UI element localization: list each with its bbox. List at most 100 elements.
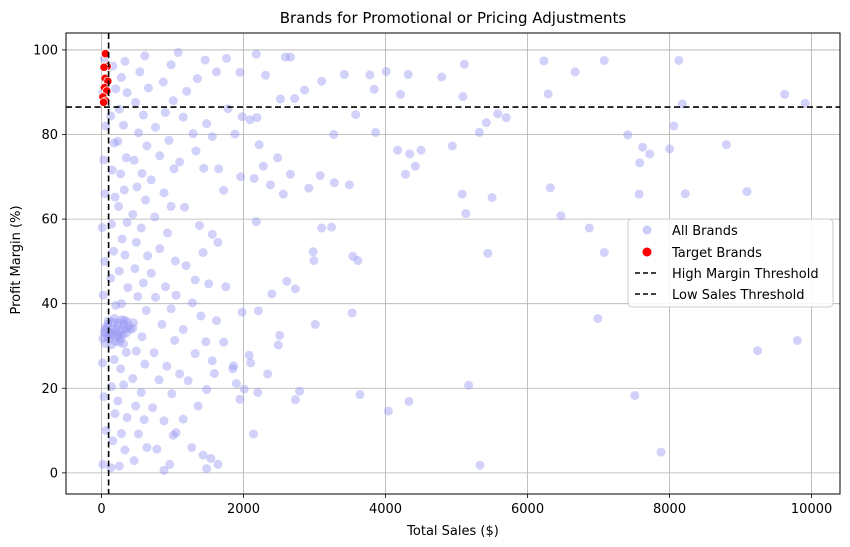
data-point-all-brands [317,223,327,233]
data-point-all-brands [119,315,129,325]
data-point-all-brands [258,161,268,171]
data-point-all-brands [106,463,116,473]
data-point-all-brands [458,91,468,101]
data-point-all-brands [235,67,245,77]
data-point-all-brands [645,149,655,159]
data-point-all-brands [246,358,256,368]
data-point-all-brands [138,278,148,288]
data-point-all-brands [251,217,261,227]
legend-label-high-margin: High Margin Threshold [672,267,819,282]
data-point-all-brands [416,145,426,155]
data-point-all-brands [545,183,555,193]
data-point-all-brands [201,337,211,347]
data-point-all-brands [209,368,219,378]
x-tick-label: 4000 [369,502,402,517]
data-point-all-brands [160,282,170,292]
data-point-all-brands [140,359,150,369]
data-point-all-brands [119,185,129,195]
data-point-all-brands [249,173,259,183]
data-point-all-brands [122,316,132,326]
data-point-all-brands [253,387,263,397]
data-point-all-brands [113,136,123,146]
data-point-all-brands [206,453,216,463]
data-point-all-brands [139,415,149,425]
data-point-all-brands [171,290,181,300]
data-point-all-brands [278,189,288,199]
data-point-all-brands [107,323,117,333]
data-point-all-brands [110,325,120,335]
x-tick-label: 8000 [653,502,686,517]
data-point-all-brands [135,67,145,77]
data-point-all-brands [198,450,208,460]
data-point-all-brands [180,202,190,212]
data-point-all-brands [315,171,325,181]
data-point-all-brands [121,324,131,334]
data-point-all-brands [196,311,206,321]
data-point-all-brands [114,461,124,471]
data-point-all-brands [113,396,123,406]
data-point-all-brands [155,151,165,161]
data-point-all-brands [122,217,132,227]
data-point-all-brands [593,313,603,323]
data-point-all-brands [111,336,121,346]
data-point-all-brands [162,361,172,371]
data-point-all-brands [136,387,146,397]
data-point-all-brands [98,290,108,300]
data-point-all-brands [252,113,262,123]
data-point-all-brands [150,292,160,302]
plot-frame [65,32,841,495]
data-point-all-brands [122,88,132,98]
data-point-all-brands [138,110,148,120]
data-point-all-brands [146,175,156,185]
data-point-all-brands [132,182,142,192]
data-point-all-brands [267,289,277,299]
data-point-all-brands [395,89,405,99]
data-point-target-brands [99,62,109,72]
data-point-all-brands [133,429,143,439]
data-point-all-brands [157,319,167,329]
data-point-all-brands [539,56,549,66]
data-point-all-brands [437,72,447,82]
data-point-all-brands [182,86,192,96]
data-point-all-brands [212,67,222,77]
data-point-all-brands [99,327,109,337]
data-point-all-brands [254,140,264,150]
grid-lines [66,33,840,494]
data-point-all-brands [194,220,204,230]
data-point-all-brands [237,112,247,122]
data-point-all-brands [199,163,209,173]
legend: All Brands Target Brands High Margin Thr… [627,218,834,308]
data-point-all-brands [131,237,141,247]
data-point-all-brands [117,324,127,334]
data-point-all-brands [116,315,126,325]
data-point-all-brands [251,49,261,59]
data-point-all-brands [285,52,295,62]
legend-label-target-brands: Target Brands [671,246,762,261]
data-point-all-brands [219,185,229,195]
data-point-all-brands [114,201,124,211]
data-point-all-brands [393,145,403,155]
data-point-all-brands [475,460,485,470]
data-point-all-brands [128,318,138,328]
data-point-all-brands [229,361,239,371]
data-point-all-brands [221,53,231,63]
data-point-all-brands [261,70,271,80]
data-point-all-brands [461,209,471,219]
data-point-all-brands [464,380,474,390]
data-point-all-brands [173,47,183,57]
data-point-all-brands [355,390,365,400]
data-point-all-brands [168,96,178,106]
data-point-all-brands [114,266,124,276]
legend-box [627,218,834,308]
data-point-all-brands [236,172,246,182]
data-point-all-brands [116,429,126,439]
data-point-all-brands [212,316,222,326]
data-point-all-brands [348,251,358,261]
data-point-all-brands [150,212,160,222]
data-point-all-brands [680,189,690,199]
data-point-all-brands [742,187,752,197]
data-point-all-brands [109,355,119,365]
data-point-all-brands [141,195,151,205]
data-point-all-brands [137,168,147,178]
legend-label-low-sales: Low Sales Threshold [672,288,805,303]
